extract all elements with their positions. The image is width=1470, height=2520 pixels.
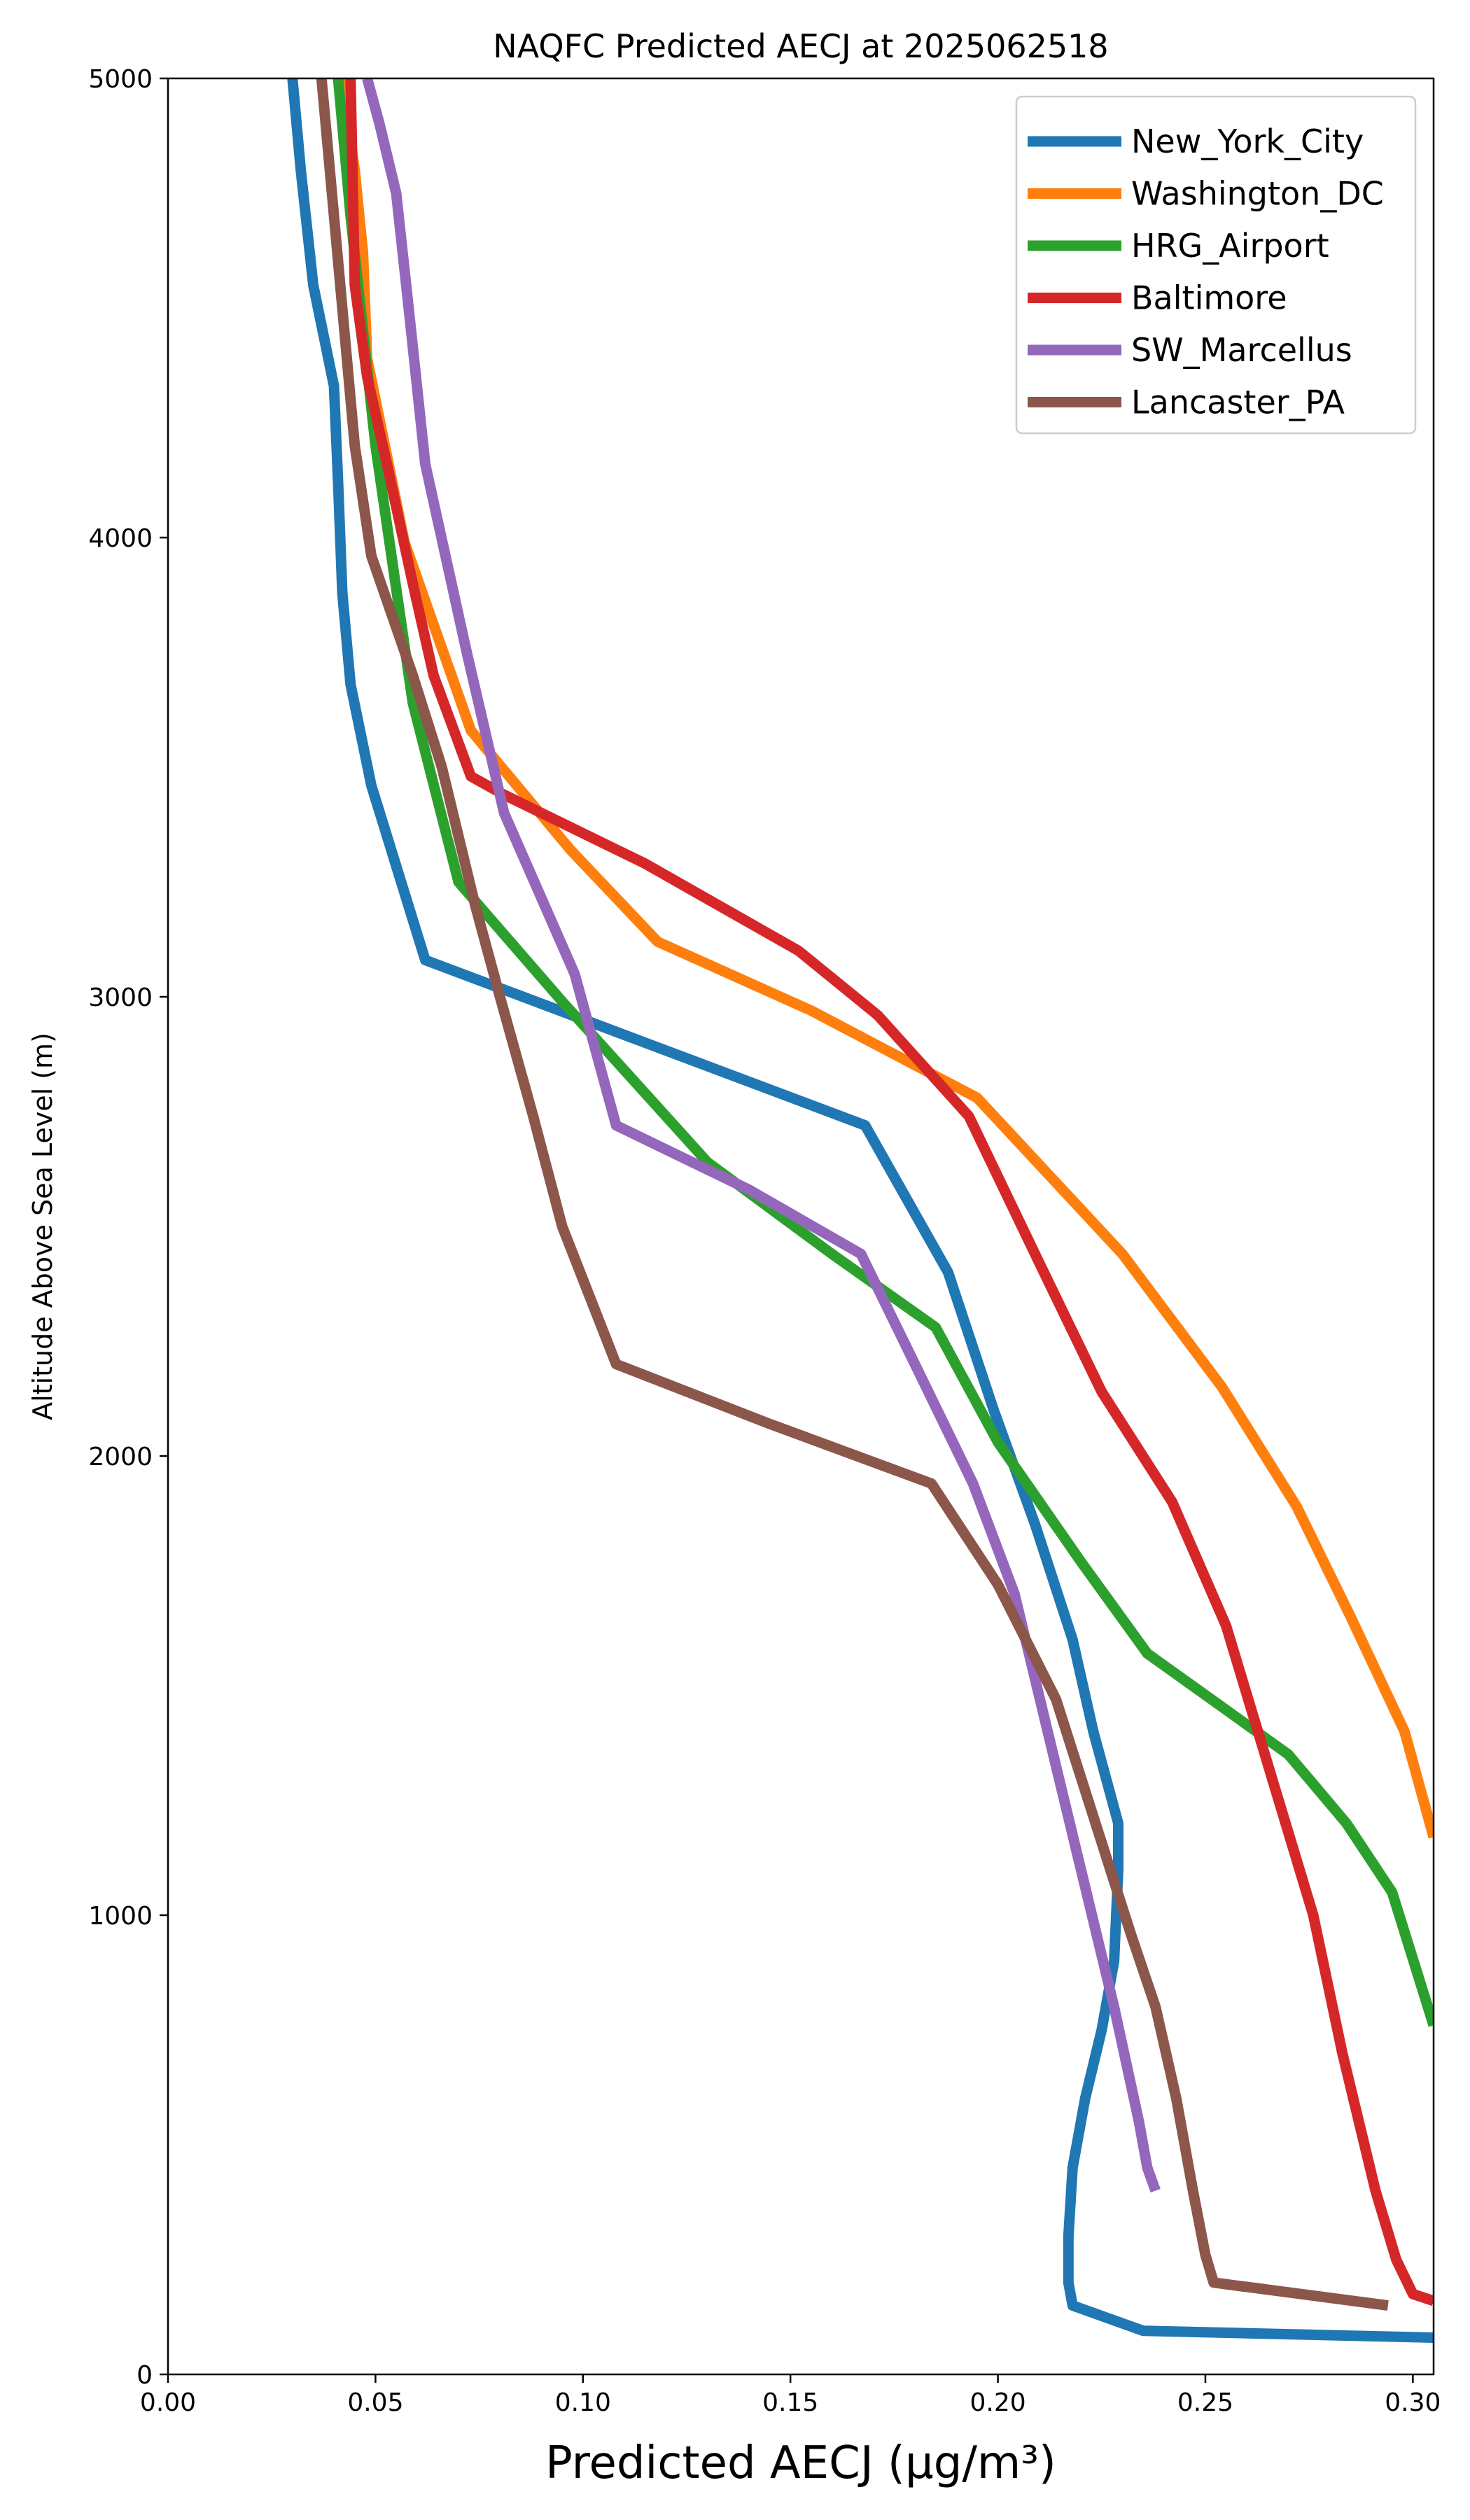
x-tick-label: 0.25 xyxy=(1177,2388,1233,2417)
y-axis: 0 1000 2000 3000 4000 5000 xyxy=(88,65,168,2390)
y-axis-title: Altitude Above Sea Level (m) xyxy=(27,1032,58,1420)
legend-label: Lancaster_PA xyxy=(1131,384,1345,421)
x-tick-label: 0.00 xyxy=(140,2388,196,2417)
x-tick-label: 0.05 xyxy=(347,2388,403,2417)
y-tick-label: 3000 xyxy=(88,983,153,1012)
x-tick-label: 0.30 xyxy=(1385,2388,1441,2417)
legend-label: SW_Marcellus xyxy=(1131,331,1352,369)
series-line-baltimore xyxy=(345,78,1434,2306)
chart-title: NAQFC Predicted AECJ at 2025062518 xyxy=(493,27,1108,65)
x-tick-label: 0.15 xyxy=(762,2388,818,2417)
x-axis-title: Predicted AECJ (μg/m³) xyxy=(545,2437,1056,2489)
series-layer xyxy=(287,78,1434,2343)
plot-frame xyxy=(167,77,1435,2376)
series-line-hrg-airport xyxy=(332,78,1434,2027)
y-tick-label: 1000 xyxy=(88,1902,153,1931)
y-tick-label: 4000 xyxy=(88,524,153,553)
x-tick-label: 0.10 xyxy=(555,2388,611,2417)
y-tick-label: 2000 xyxy=(88,1443,153,1471)
legend: New_York_City Washington_DC HRG_Airport Bal… xyxy=(1015,95,1417,435)
series-line-sw-marcellus xyxy=(362,78,1161,2193)
x-axis: 0.00 0.05 0.10 0.15 0.20 0.25 0.30 xyxy=(140,2374,1441,2417)
series-line-new-york-city xyxy=(287,78,1434,2343)
legend-label: Baltimore xyxy=(1131,279,1287,317)
series-line-lancaster-pa xyxy=(316,78,1389,2311)
legend-label: Washington_DC xyxy=(1131,175,1384,213)
y-tick-label: 0 xyxy=(136,2361,153,2390)
x-tick-label: 0.20 xyxy=(969,2388,1026,2417)
legend-label: New_York_City xyxy=(1131,122,1364,160)
legend-label: HRG_Airport xyxy=(1131,227,1329,265)
y-tick-label: 5000 xyxy=(88,65,153,94)
